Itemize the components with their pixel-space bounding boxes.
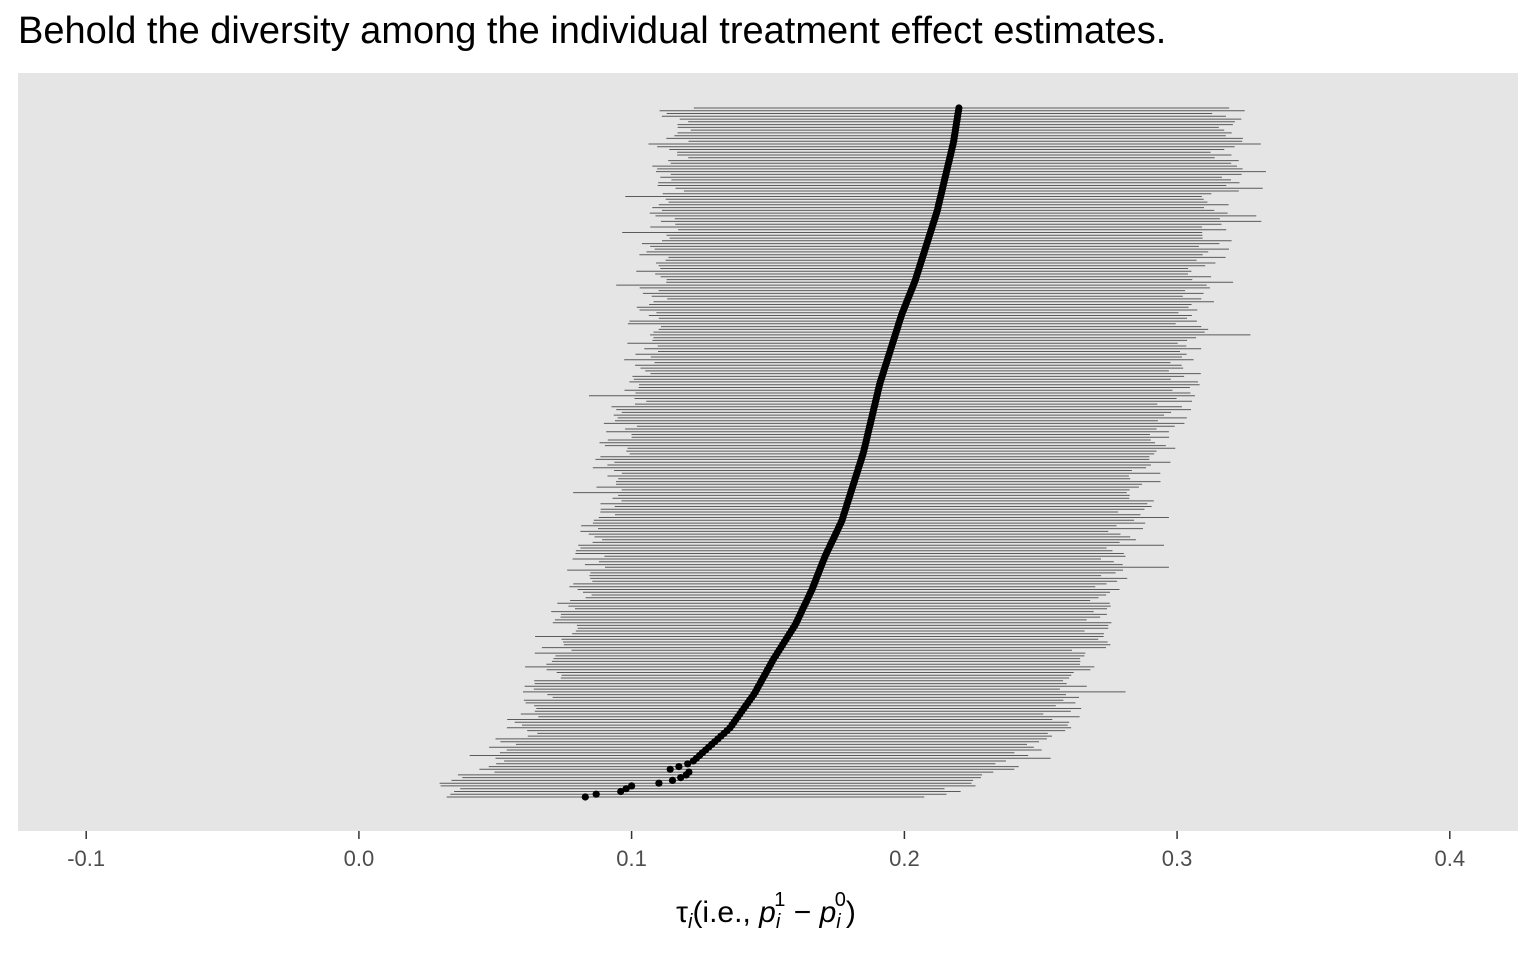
x-axis-label-p1-sup: 1 (774, 889, 785, 911)
x-axis-label-p0-sup: 0 (835, 889, 846, 911)
estimate-point (655, 779, 663, 787)
x-axis-label: τi(i.e., pi1 − pi0) (676, 889, 856, 933)
x-tick-label: -0.1 (67, 846, 105, 871)
x-axis-label-p1: p (758, 896, 776, 929)
estimate-point (617, 787, 625, 796)
x-axis-label-p0-sub: i (836, 911, 841, 933)
x-axis-label-p0: p (819, 896, 837, 929)
estimate-point (684, 760, 692, 768)
x-axis-label-close: ) (846, 896, 856, 929)
x-axis-label-minus: − (785, 896, 819, 929)
estimate-point (677, 774, 685, 782)
x-tick-label: 0.4 (1435, 846, 1466, 871)
x-axis: -0.1 0.0 0.1 0.2 0.3 0.4 (67, 831, 1465, 871)
x-axis-label-tau: τ (676, 896, 688, 929)
x-axis-label-tau-sub: i (688, 911, 693, 933)
x-axis-label-p1-sub: i (776, 911, 781, 933)
estimate-point (955, 104, 963, 112)
x-tick-label: 0.2 (889, 846, 920, 871)
x-axis-label-open: (i.e., (692, 896, 759, 929)
estimate-point (666, 765, 674, 773)
estimate-point (592, 790, 600, 798)
estimate-point (668, 776, 677, 785)
x-tick-label: 0.3 (1162, 846, 1193, 871)
estimate-points (581, 104, 963, 801)
estimate-point (628, 782, 636, 790)
x-tick-label: 0.1 (616, 846, 647, 871)
estimate-point (581, 793, 589, 801)
x-tick-label: 0.0 (344, 846, 375, 871)
chart-title: Behold the diversity among the individua… (18, 10, 1167, 52)
interval-lines (439, 107, 1266, 798)
estimate-point (685, 768, 693, 776)
estimate-point (622, 785, 630, 793)
estimate-point (675, 763, 683, 771)
